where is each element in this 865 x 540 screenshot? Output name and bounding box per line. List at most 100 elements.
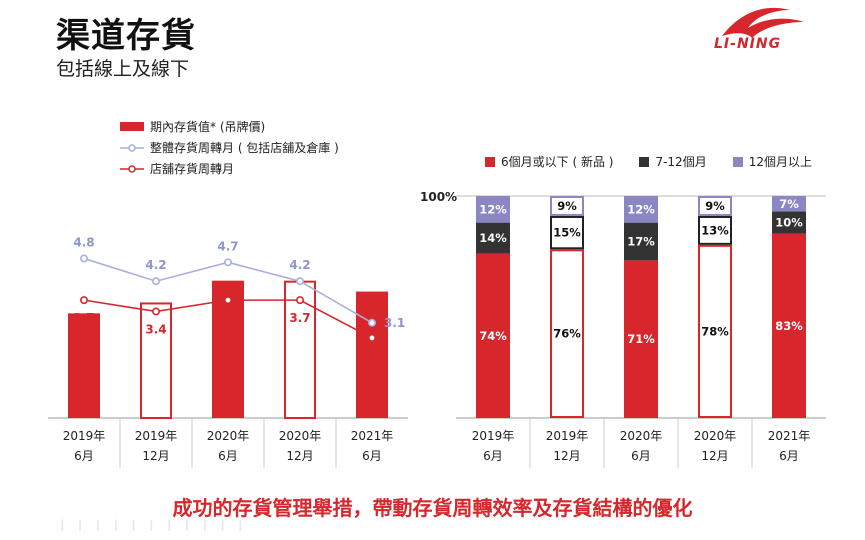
legend-swatch-new	[485, 156, 495, 167]
store-turnover-point	[367, 333, 376, 342]
new-stock-segment	[624, 260, 658, 418]
new-stock-segment	[772, 233, 806, 418]
new-stock-label: 78%	[701, 324, 729, 338]
mid-stock-label: 13%	[701, 223, 729, 237]
caption: 成功的存貨管理舉措，帶動存貨周轉效率及存貨結構的優化	[172, 496, 693, 520]
mid-stock-segment	[698, 215, 732, 245]
store-turnover-point	[80, 296, 89, 305]
inventory-bar	[140, 302, 172, 419]
left-chart-legend: 期內存貨值* (吊牌價) 整體存貨周轉月 ( 包括店舖及倉庫 ) 店舖存貨周轉月	[120, 116, 339, 179]
mid-stock-segment	[476, 222, 510, 254]
right-x-tick-month: 6月	[631, 449, 651, 463]
left-x-tick-year: 2020年	[207, 429, 250, 443]
old-stock-label: 9%	[705, 199, 725, 213]
right-x-tick-year: 2019年	[546, 429, 589, 443]
legend-item-line2: 店舖存貨周轉月	[120, 158, 339, 179]
right-x-tick-year: 2020年	[620, 429, 663, 443]
legend-label-new: 6個月或以下 ( 新品 )	[501, 155, 614, 169]
old-stock-label: 9%	[557, 199, 577, 213]
mid-stock-label: 17%	[627, 235, 655, 249]
right-x-tick-month: 6月	[779, 449, 799, 463]
right-x-tick-month: 6月	[483, 449, 503, 463]
mid-stock-segment	[550, 215, 584, 250]
legend-item-new: 6個月或以下 ( 新品 )	[485, 153, 613, 170]
legend-label-old: 12個月以上	[748, 155, 812, 169]
overall-turnover-point	[80, 254, 89, 263]
legend-label-line2: 店舖存貨周轉月	[150, 162, 235, 176]
left-x-tick-month: 12月	[286, 449, 313, 463]
left-x-tick-year: 2019年	[63, 429, 106, 443]
right-x-tick-month: 12月	[553, 449, 580, 463]
right-x-tick-year: 2020年	[694, 429, 737, 443]
legend-item-bar: 期內存貨值* (吊牌價)	[120, 116, 339, 137]
store-turnover-point	[152, 307, 161, 316]
overall-turnover-point	[224, 258, 233, 267]
inventory-bar	[68, 313, 100, 418]
new-stock-label: 76%	[553, 327, 581, 341]
overall-turnover-label: 4.8	[73, 236, 94, 250]
legend-swatch-mid	[639, 156, 650, 167]
legend-item-old: 12個月以上	[732, 153, 812, 170]
left-x-tick-month: 6月	[362, 449, 382, 463]
store-turnover-label: 2.7	[361, 349, 382, 363]
legend-swatch-bar	[120, 122, 144, 131]
legend-label-line1: 整體存貨周轉月 ( 包括店舖及倉庫 )	[150, 141, 339, 155]
overall-turnover-point	[295, 277, 304, 286]
legend-label-mid: 7-12個月	[655, 155, 707, 169]
store-turnover-label: 3.7	[289, 311, 310, 325]
new-stock-label: 74%	[479, 329, 507, 343]
new-stock-segment	[698, 244, 732, 418]
page-subtitle: 包括線上及線下	[56, 58, 190, 80]
old-stock-segment	[550, 196, 584, 216]
page-title: 渠道存貨	[56, 16, 196, 56]
overall-turnover-point	[152, 277, 161, 286]
old-stock-label: 7%	[779, 197, 799, 211]
watermark: I I I I I I I I I I I	[60, 516, 247, 535]
overall-turnover-label: 4.2	[145, 258, 166, 272]
right-x-tick-month: 12月	[701, 449, 728, 463]
new-stock-label: 71%	[627, 332, 655, 346]
old-stock-segment	[624, 196, 658, 223]
overall-turnover-label: 4.7	[217, 239, 238, 253]
right-chart-legend: 6個月或以下 ( 新品 ) 7-12個月 12個月以上	[485, 153, 838, 170]
left-x-tick-month: 6月	[218, 449, 238, 463]
old-stock-segment	[476, 196, 510, 223]
mid-stock-label: 10%	[775, 216, 803, 230]
left-x-tick-month: 6月	[74, 449, 94, 463]
store-turnover-point	[295, 296, 304, 305]
mid-stock-segment	[624, 222, 658, 261]
left-x-tick-month: 12月	[142, 449, 169, 463]
store-turnover-label: 3.4	[145, 322, 166, 336]
new-stock-segment	[550, 249, 584, 418]
overall-turnover-label: 4.2	[289, 258, 310, 272]
right-x-tick-year: 2019年	[472, 429, 515, 443]
left-x-tick-year: 2019年	[135, 429, 178, 443]
inventory-bar	[356, 291, 388, 418]
mid-stock-label: 14%	[479, 231, 507, 245]
old-stock-label: 12%	[479, 202, 507, 216]
new-stock-label: 83%	[775, 319, 803, 333]
mid-stock-label: 15%	[553, 226, 581, 240]
legend-item-line1: 整體存貨周轉月 ( 包括店舖及倉庫 )	[120, 137, 339, 158]
old-stock-segment	[698, 196, 732, 216]
right-x-tick-year: 2021年	[768, 429, 811, 443]
left-x-tick-year: 2020年	[279, 429, 322, 443]
legend-swatch-line1	[120, 142, 144, 154]
overall-turnover-label: 3.1	[384, 316, 405, 330]
legend-swatch-line2	[120, 163, 144, 175]
old-stock-label: 12%	[627, 202, 655, 216]
store-turnover-point	[224, 296, 233, 305]
legend-item-mid: 7-12個月	[639, 153, 707, 170]
right-y-tick-label: 100%	[420, 190, 457, 204]
store-turnover-label: 3.7	[73, 311, 94, 325]
new-stock-segment	[476, 253, 510, 418]
old-stock-segment	[772, 196, 806, 212]
legend-label-bar: 期內存貨值* (吊牌價)	[150, 120, 266, 134]
legend-swatch-old	[732, 156, 743, 167]
left-x-tick-year: 2021年	[351, 429, 394, 443]
inventory-bar	[284, 280, 316, 419]
store-turnover-label: 3.7	[217, 311, 238, 325]
overall-turnover-point	[367, 318, 376, 327]
mid-stock-segment	[772, 211, 806, 234]
